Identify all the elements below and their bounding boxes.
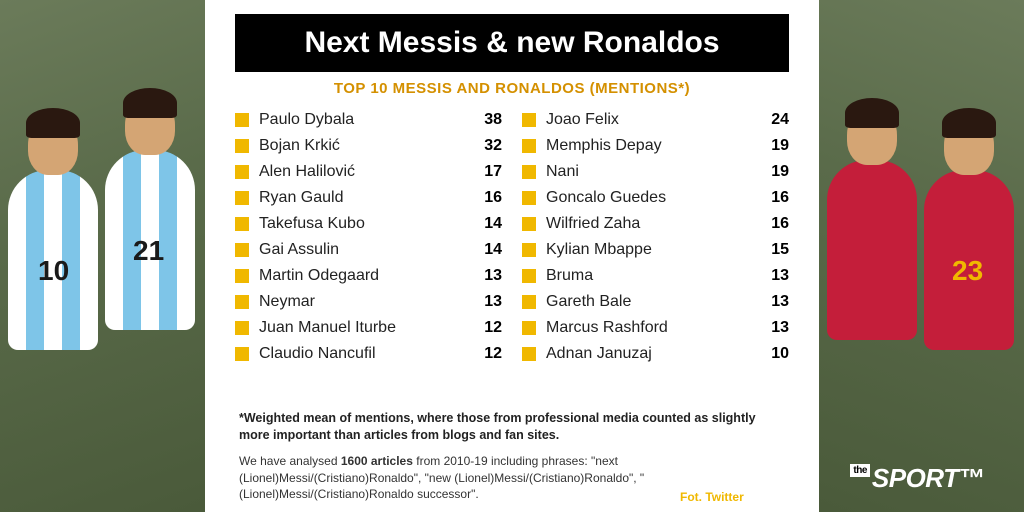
bullet-icon [522,243,536,257]
bullet-icon [522,321,536,335]
bullet-icon [522,217,536,231]
ranking-row: Alen Halilović17 [235,159,502,185]
ranking-row: Martin Odegaard13 [235,263,502,289]
player-name: Gai Assulin [259,241,472,259]
jersey-number: 21 [133,235,164,267]
ranking-row: Adnan Januzaj10 [522,341,789,367]
mention-count: 13 [759,319,789,337]
player-name: Wilfried Zaha [546,215,759,233]
ranking-row: Ryan Gauld16 [235,185,502,211]
mention-count: 24 [759,111,789,129]
ranking-row: Nani19 [522,159,789,185]
sport-logo: theSPORT™ [850,463,984,494]
player-name: Kylian Mbappe [546,241,759,259]
player-name: Neymar [259,293,472,311]
player-name: Alen Halilović [259,163,472,181]
bullet-icon [235,269,249,283]
ranking-row: Takefusa Kubo14 [235,211,502,237]
bullet-icon [235,165,249,179]
bullet-icon [522,113,536,127]
panel-title: Next Messis & new Ronaldos [235,14,789,72]
ronaldos-column: Joao Felix24Memphis Depay19Nani19Goncalo… [522,107,789,402]
jersey-number: 23 [952,255,983,287]
mention-count: 19 [759,137,789,155]
player-name: Paulo Dybala [259,111,472,129]
messis-column: Paulo Dybala38Bojan Krkić32Alen Halilovi… [235,107,502,402]
ranking-row: Bojan Krkić32 [235,133,502,159]
ranking-row: Goncalo Guedes16 [522,185,789,211]
ranking-row: Gai Assulin14 [235,237,502,263]
mention-count: 14 [472,241,502,259]
player-name: Marcus Rashford [546,319,759,337]
mention-count: 17 [472,163,502,181]
player-name: Nani [546,163,759,181]
ranking-row: Bruma13 [522,263,789,289]
bullet-icon [235,295,249,309]
player-name: Claudio Nancufil [259,345,472,363]
bullet-icon [235,321,249,335]
ranking-row: Memphis Depay19 [522,133,789,159]
jersey-number: 10 [38,255,69,287]
ranking-row: Gareth Bale13 [522,289,789,315]
bullet-icon [235,139,249,153]
mention-count: 19 [759,163,789,181]
bullet-icon [235,217,249,231]
ranking-row: Kylian Mbappe15 [522,237,789,263]
bullet-icon [522,347,536,361]
ranking-row: Joao Felix24 [522,107,789,133]
left-photo: 10 21 [0,0,205,512]
panel-subtitle: TOP 10 MESSIS AND RONALDOS (MENTIONS*) [205,80,819,97]
mention-count: 13 [759,293,789,311]
mention-count: 16 [759,215,789,233]
bullet-icon [522,191,536,205]
mention-count: 10 [759,345,789,363]
mention-count: 13 [472,293,502,311]
mention-count: 15 [759,241,789,259]
bullet-icon [522,269,536,283]
bullet-icon [235,113,249,127]
bullet-icon [522,139,536,153]
player-name: Juan Manuel Iturbe [259,319,472,337]
player-name: Ryan Gauld [259,189,472,207]
footnote-text: *Weighted mean of mentions, where those … [205,402,819,448]
infographic-panel: Next Messis & new Ronaldos TOP 10 MESSIS… [205,0,819,512]
bullet-icon [235,191,249,205]
player-name: Joao Felix [546,111,759,129]
player-name: Memphis Depay [546,137,759,155]
ranking-row: Paulo Dybala38 [235,107,502,133]
mention-count: 38 [472,111,502,129]
ranking-columns: Paulo Dybala38Bojan Krkić32Alen Halilovi… [205,101,819,402]
ranking-row: Wilfried Zaha16 [522,211,789,237]
ranking-row: Neymar13 [235,289,502,315]
mention-count: 12 [472,319,502,337]
player-name: Takefusa Kubo [259,215,472,233]
ranking-row: Juan Manuel Iturbe12 [235,315,502,341]
mention-count: 16 [472,189,502,207]
mention-count: 13 [759,267,789,285]
mention-count: 32 [472,137,502,155]
player-name: Gareth Bale [546,293,759,311]
player-name: Goncalo Guedes [546,189,759,207]
player-name: Bojan Krkić [259,137,472,155]
mention-count: 13 [472,267,502,285]
player-name: Martin Odegaard [259,267,472,285]
mention-count: 16 [759,189,789,207]
ranking-row: Claudio Nancufil12 [235,341,502,367]
mention-count: 14 [472,215,502,233]
bullet-icon [522,165,536,179]
player-name: Adnan Januzaj [546,345,759,363]
ranking-row: Marcus Rashford13 [522,315,789,341]
photo-credit: Fot. Twitter [680,490,744,504]
mention-count: 12 [472,345,502,363]
bullet-icon [522,295,536,309]
player-name: Bruma [546,267,759,285]
right-photo: 23 [819,0,1024,512]
bullet-icon [235,347,249,361]
bullet-icon [235,243,249,257]
